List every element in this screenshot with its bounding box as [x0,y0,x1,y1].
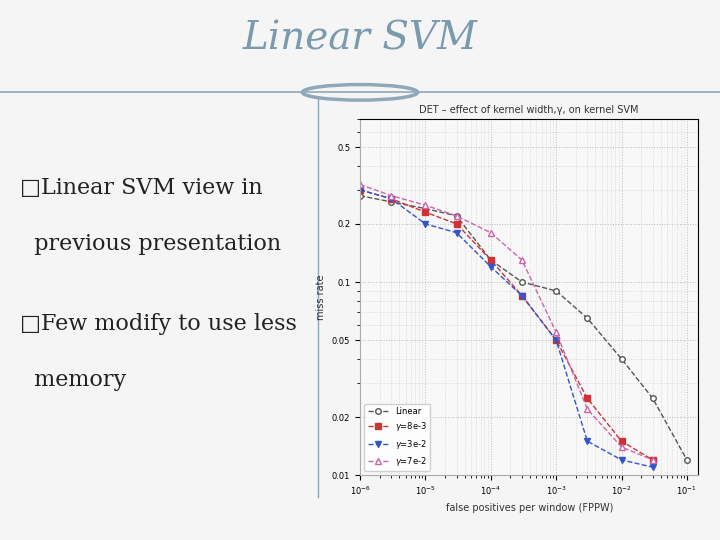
Line: $\gamma$=7e-2: $\gamma$=7e-2 [357,181,655,463]
$\gamma$=7e-2 [356,181,364,188]
$\gamma$=3e-2 [617,457,626,463]
Text: previous presentation: previous presentation [20,233,281,255]
$\gamma$=8e-3 [356,187,364,193]
$\gamma$=7e-2 [617,444,626,450]
$\gamma$=7e-2 [552,329,560,335]
$\gamma$=7e-2 [649,457,657,463]
$\gamma$=7e-2 [487,230,495,236]
$\gamma$=8e-3 [583,395,592,402]
$\gamma$=3e-2 [356,187,364,193]
Linear [421,205,430,212]
$\gamma$=3e-2 [487,264,495,270]
Linear [617,356,626,362]
Linear [518,279,526,285]
$\gamma$=3e-2 [452,230,461,236]
$\gamma$=3e-2 [518,293,526,299]
Linear [452,213,461,219]
$\gamma$=8e-3 [421,209,430,215]
Legend: Linear, $\gamma$=8e-3, $\gamma$=3e-2, $\gamma$=7e-2: Linear, $\gamma$=8e-3, $\gamma$=3e-2, $\… [364,404,431,471]
Circle shape [302,85,418,100]
$\gamma$=8e-3 [387,195,395,202]
Linear [387,199,395,205]
Linear [649,395,657,402]
$\gamma$=3e-2 [387,195,395,202]
Line: $\gamma$=3e-2: $\gamma$=3e-2 [357,187,655,470]
$\gamma$=7e-2 [518,257,526,264]
$\gamma$=7e-2 [387,192,395,199]
$\gamma$=3e-2 [421,221,430,227]
Linear [583,315,592,321]
$\gamma$=3e-2 [583,438,592,444]
Y-axis label: miss rate: miss rate [316,274,326,320]
$\gamma$=8e-3 [518,293,526,299]
$\gamma$=8e-3 [487,257,495,264]
$\gamma$=7e-2 [452,213,461,219]
Text: □Linear SVM view in: □Linear SVM view in [20,177,263,199]
Text: memory: memory [20,369,126,391]
$\gamma$=8e-3 [552,337,560,343]
$\gamma$=7e-2 [421,202,430,208]
Linear [487,257,495,264]
$\gamma$=7e-2 [583,406,592,413]
$\gamma$=3e-2 [649,464,657,470]
Line: Linear: Linear [357,193,690,463]
Linear [683,457,691,463]
Text: □Few modify to use less: □Few modify to use less [20,313,297,335]
X-axis label: false positives per window (FPPW): false positives per window (FPPW) [446,503,613,513]
$\gamma$=8e-3 [452,221,461,227]
$\gamma$=3e-2 [552,337,560,343]
$\gamma$=8e-3 [617,438,626,444]
Linear [356,192,364,199]
$\gamma$=8e-3 [649,457,657,463]
Title: DET – effect of kernel width,γ, on kernel SVM: DET – effect of kernel width,γ, on kerne… [420,105,639,115]
Text: Linear SVM: Linear SVM [243,21,477,57]
Linear [552,288,560,294]
Line: $\gamma$=8e-3: $\gamma$=8e-3 [357,187,655,463]
